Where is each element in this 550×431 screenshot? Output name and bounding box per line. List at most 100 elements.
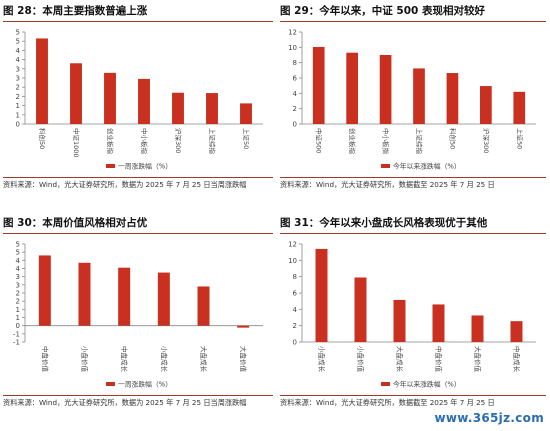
category-label: 中盘成长 [120,346,129,373]
bar [315,248,328,342]
y-tick-label: 8 [293,59,297,67]
y-tick-label: 3 [16,273,20,281]
chart-title: 图 30：本周价值风格相对占优 [3,217,148,229]
chart-panel-3: 图 30：本周价值风格相对占优 -1 -1 0 1 1 2 2 3 3 4 4 5 5 中盘价值 小盘价值中… [3,214,273,410]
bar [38,255,51,326]
y-tick-label: 0 [16,121,20,129]
y-tick-label: 5 [16,29,20,37]
y-tick-label: 2 [16,84,20,92]
bar [354,277,367,342]
chart-title: 图 29：今年以来，中证 500 表现相对较好 [280,5,485,17]
y-tick-label: 4 [293,90,298,98]
category-label: 中证1000 [72,128,81,158]
chart-title: 图 28：本周主要指数普遍上涨 [3,5,148,17]
y-tick-label: 0 [16,322,20,330]
y-tick-label: 8 [293,273,297,281]
source-divider [3,177,273,178]
category-label: 中证500 [315,128,324,153]
y-tick-label: 5 [16,249,20,257]
y-tick-label: 10 [288,44,297,52]
y-tick-label: 2 [16,298,20,306]
chart-panel-2: 图 29：今年以来，中证 500 表现相对较好 0 2 4 6 8 10 12 中证500 创业… [280,2,546,192]
chart-panel-1: 图 28：本周主要指数普遍上涨 0 1 1 2 2 3 3 4 4 5 5 科创50 中证1000 创业板… [3,2,273,192]
y-tick-label: 0 [293,121,297,129]
category-label: 中小板指 [140,128,149,155]
category-label: 小盘价值 [81,346,90,373]
bar [172,92,184,124]
bar [197,286,210,326]
y-tick-label: 4 [293,306,298,314]
title-divider [280,233,546,234]
title-divider [280,21,546,22]
bar [70,63,82,124]
bar [312,46,325,125]
legend-label: 一周涨跌幅（%） [118,162,172,171]
y-tick-label: 5 [16,38,20,46]
y-tick-label: 12 [288,29,297,37]
bar [446,73,459,124]
category-label: 上证50 [515,128,524,149]
category-label: 小盘成长 [318,346,327,373]
category-label: 上证50 [242,128,251,149]
y-tick-label: 4 [16,265,21,273]
bar [471,315,484,342]
category-label: 沪深300 [174,128,183,153]
category-label: 小盘价值 [357,346,366,373]
y-tick-label: 1 [16,102,20,110]
y-tick-label: 6 [293,75,298,83]
y-tick-label: 0 [293,339,297,347]
bar [513,91,526,124]
source-divider [280,177,546,178]
watermark: www.365jz.com [434,411,544,425]
y-tick-label: 1 [16,306,20,314]
category-label: 中盘价值 [435,346,444,373]
y-tick-label: 4 [16,56,21,64]
category-label: 上证综指 [415,128,424,155]
y-tick-label: 1 [16,314,20,322]
category-label: 上证综指 [208,128,217,155]
category-label: 沪深300 [482,128,491,153]
bar [104,72,116,124]
category-label: 中小板指 [382,128,391,155]
bar [480,86,492,124]
bar-chart-2: 0 2 4 6 8 10 12 中证500 创业板指 中小板指 上证综指 科创50 沪深300 上证50 今… [288,29,536,171]
source-divider [3,395,273,396]
bar [237,325,250,328]
bar [157,272,170,326]
y-tick-label: 3 [16,75,20,83]
bar [240,103,252,124]
category-label: 科创50 [448,128,457,149]
source-note: 资料来源：Wind，光大证券研究所，数据截至 2025 年 7 月 25 日 [280,398,495,407]
bar [393,299,406,342]
source-note: 资料来源：Wind，光大证券研究所，数据为 2025 年 7 月 25 日当周涨… [3,180,247,189]
y-tick-label: 2 [293,322,297,330]
category-label: 中盘价值 [41,346,50,373]
category-label: 大盘成长 [200,346,209,373]
title-divider [3,233,273,234]
legend-label: 一周涨跌幅（%） [118,380,172,389]
bar-chart-4: 0 2 4 6 8 10 12 小盘成长 小盘价值 大盘成长 中盘价值 大盘价值 中盘成长今年以来涨跌幅… [288,241,536,389]
legend-label: 今年以来涨跌幅（%） [393,162,461,171]
bar [379,55,392,124]
y-tick-label: 2 [293,105,297,113]
bar [138,78,150,124]
category-label: 小盘成长 [160,346,169,373]
bar [510,321,523,342]
bar [206,93,218,124]
y-tick-label: 2 [16,93,20,101]
y-tick-label: 3 [16,65,20,73]
y-tick-label: 4 [16,257,21,265]
bar [346,52,358,125]
legend-label: 今年以来涨跌幅（%） [393,380,461,389]
source-note: 资料来源：Wind，光大证券研究所，数据截至 2025 年 7 月 25 日 [280,180,495,189]
y-tick-label: -1 [13,330,20,338]
y-tick-label: 6 [293,290,298,298]
category-label: 创业板指 [106,128,115,155]
y-tick-label: 4 [16,47,21,55]
bar [118,267,131,326]
y-tick-label: 3 [16,281,20,289]
category-label: 大盘价值 [474,346,483,373]
category-label: 中盘成长 [513,346,522,373]
